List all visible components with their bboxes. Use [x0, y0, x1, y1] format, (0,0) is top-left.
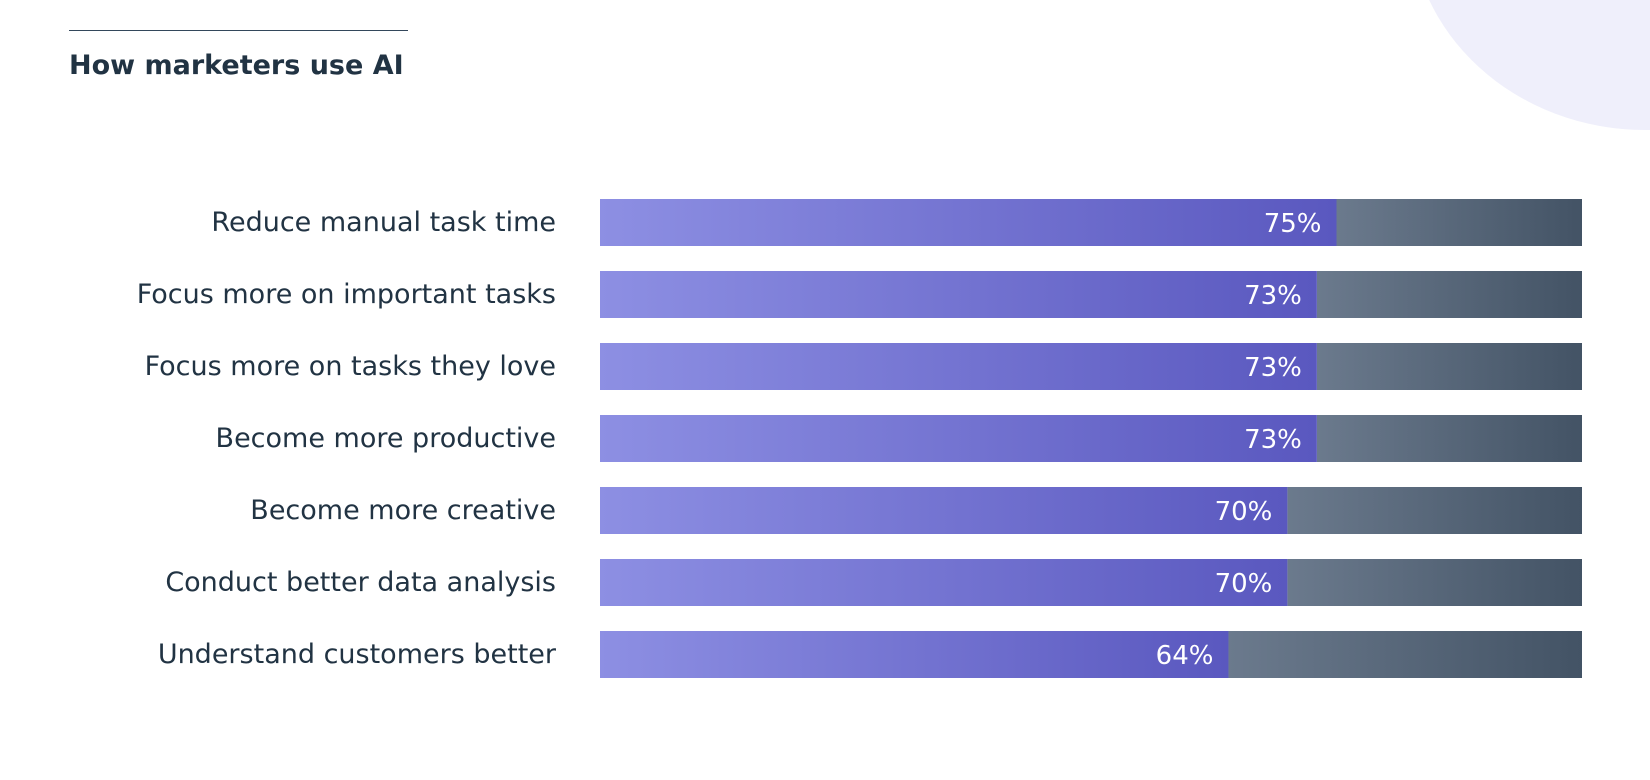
bar-value — [600, 559, 1288, 606]
data-label: 64% — [1156, 641, 1214, 671]
bar-value — [600, 487, 1288, 534]
bar-row: Focus more on important tasks 73% — [137, 271, 1582, 318]
bars-group: Reduce manual task time 75% Focus more on … — [137, 199, 1582, 678]
title-rule — [69, 30, 408, 31]
category-label: Conduct better data analysis — [165, 567, 556, 598]
bar-row: Become more productive 73% — [216, 415, 1582, 462]
category-label: Reduce manual task time — [211, 207, 556, 238]
bar-value — [600, 343, 1317, 390]
category-label: Become more productive — [216, 423, 556, 454]
category-label: Focus more on important tasks — [137, 279, 556, 310]
bar-row: Understand customers better 64% — [158, 631, 1582, 678]
data-label: 73% — [1244, 281, 1302, 311]
bar-remainder — [1287, 487, 1582, 534]
bar-row: Become more creative 70% — [250, 487, 1582, 534]
data-label: 73% — [1244, 353, 1302, 383]
data-label: 75% — [1264, 209, 1322, 239]
bar-remainder — [1228, 631, 1582, 678]
data-label: 73% — [1244, 425, 1302, 455]
bar-value — [600, 415, 1317, 462]
chart-title: How marketers use AI — [69, 50, 404, 81]
category-label: Understand customers better — [158, 639, 557, 670]
bar-value — [600, 199, 1337, 246]
bar-value — [600, 631, 1229, 678]
data-label: 70% — [1215, 497, 1273, 527]
category-label: Become more creative — [250, 495, 556, 526]
bar-value — [600, 271, 1317, 318]
bar-remainder — [1287, 559, 1582, 606]
bar-remainder — [1316, 343, 1582, 390]
bar-remainder — [1316, 415, 1582, 462]
data-label: 70% — [1215, 569, 1273, 599]
bar-remainder — [1336, 199, 1582, 246]
category-label: Focus more on tasks they love — [145, 351, 556, 382]
bar-row: Focus more on tasks they love 73% — [145, 343, 1582, 390]
bar-remainder — [1316, 271, 1582, 318]
bar-row: Conduct better data analysis 70% — [165, 559, 1582, 606]
bar-row: Reduce manual task time 75% — [211, 199, 1582, 246]
